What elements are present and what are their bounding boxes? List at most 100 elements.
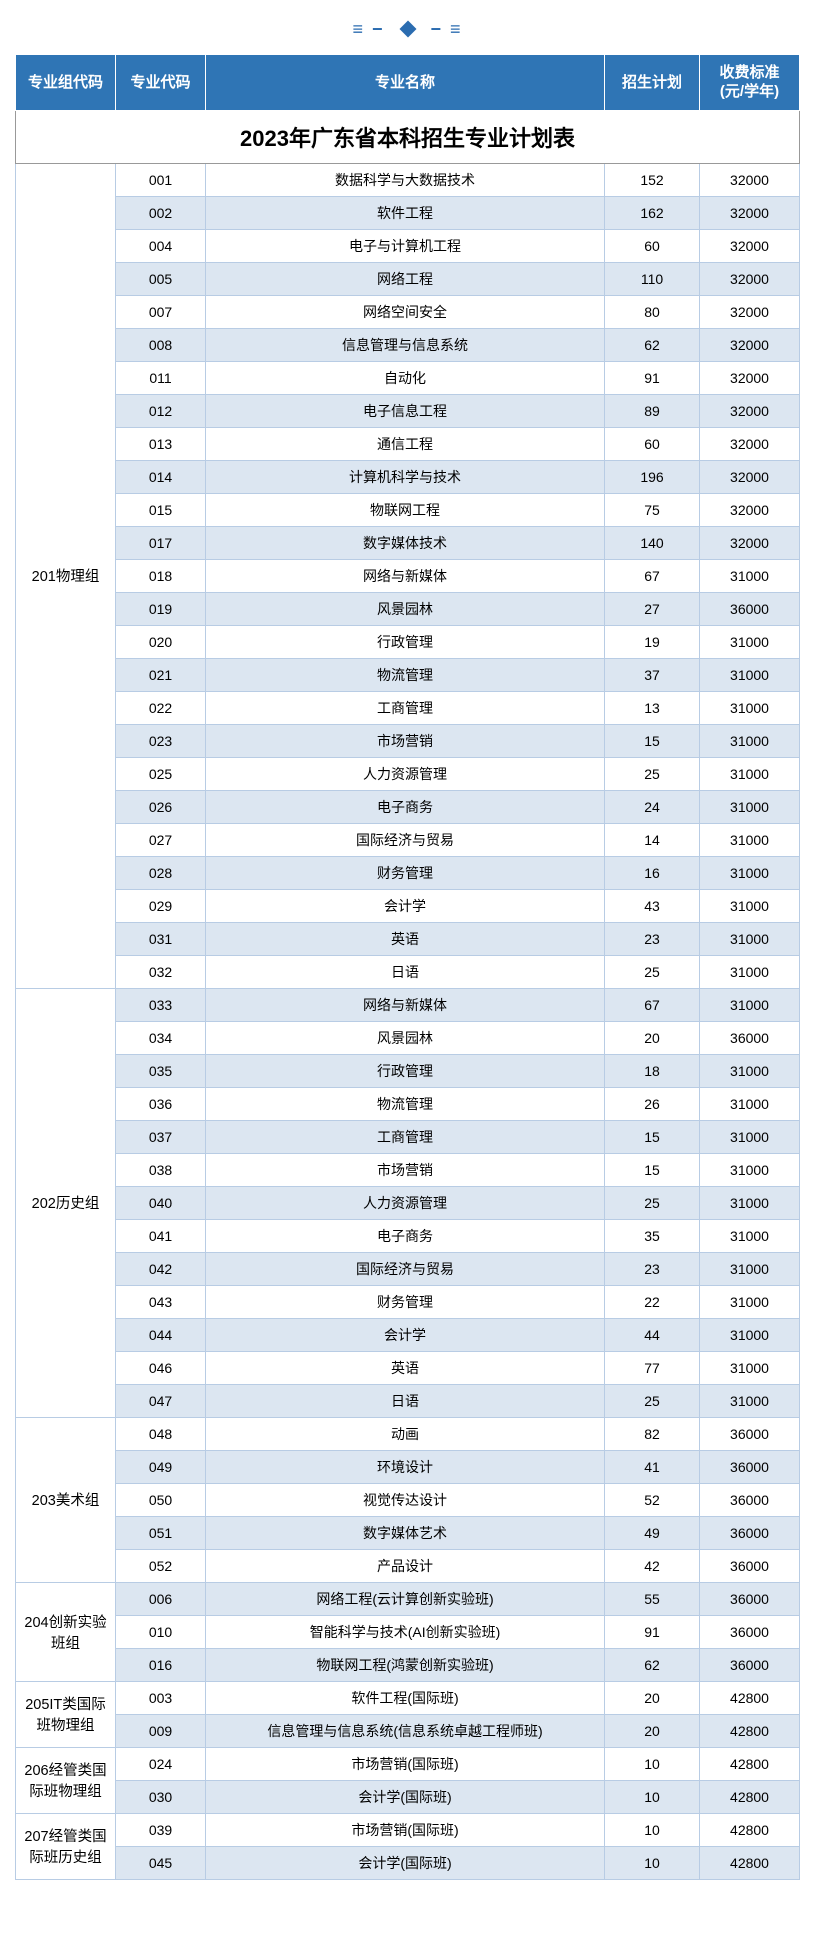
table-title-row: 2023年广东省本科招生专业计划表 xyxy=(16,110,800,163)
major-name-cell: 产品设计 xyxy=(206,1549,605,1582)
major-name-cell: 物联网工程 xyxy=(206,493,605,526)
table-row: 034风景园林2036000 xyxy=(16,1021,800,1054)
plan-cell: 77 xyxy=(605,1351,700,1384)
plan-cell: 91 xyxy=(605,1615,700,1648)
major-name-cell: 物联网工程(鸿蒙创新实验班) xyxy=(206,1648,605,1681)
table-row: 019风景园林2736000 xyxy=(16,592,800,625)
plan-cell: 82 xyxy=(605,1417,700,1450)
table-row: 005网络工程11032000 xyxy=(16,262,800,295)
group-code-cell: 206经管类国际班物理组 xyxy=(16,1747,116,1813)
table-row: 026电子商务2431000 xyxy=(16,790,800,823)
major-code-cell: 051 xyxy=(116,1516,206,1549)
plan-cell: 52 xyxy=(605,1483,700,1516)
plan-cell: 16 xyxy=(605,856,700,889)
table-row: 043财务管理2231000 xyxy=(16,1285,800,1318)
major-name-cell: 自动化 xyxy=(206,361,605,394)
major-name-cell: 软件工程 xyxy=(206,196,605,229)
major-name-cell: 智能科学与技术(AI创新实验班) xyxy=(206,1615,605,1648)
plan-cell: 60 xyxy=(605,427,700,460)
major-name-cell: 市场营销 xyxy=(206,724,605,757)
col-fee: 收费标准 (元/学年) xyxy=(700,54,800,110)
fee-cell: 31000 xyxy=(700,625,800,658)
major-name-cell: 会计学 xyxy=(206,889,605,922)
table-row: 038市场营销1531000 xyxy=(16,1153,800,1186)
fee-cell: 31000 xyxy=(700,724,800,757)
fee-cell: 31000 xyxy=(700,955,800,988)
table-row: 036物流管理2631000 xyxy=(16,1087,800,1120)
plan-cell: 60 xyxy=(605,229,700,262)
col-plan: 招生计划 xyxy=(605,54,700,110)
table-row: 040人力资源管理2531000 xyxy=(16,1186,800,1219)
major-name-cell: 会计学(国际班) xyxy=(206,1780,605,1813)
plan-cell: 49 xyxy=(605,1516,700,1549)
table-row: 013通信工程6032000 xyxy=(16,427,800,460)
plan-cell: 20 xyxy=(605,1021,700,1054)
major-name-cell: 英语 xyxy=(206,1351,605,1384)
group-code-cell: 203美术组 xyxy=(16,1417,116,1582)
major-code-cell: 045 xyxy=(116,1846,206,1879)
major-code-cell: 023 xyxy=(116,724,206,757)
major-code-cell: 032 xyxy=(116,955,206,988)
table-row: 037工商管理1531000 xyxy=(16,1120,800,1153)
table-row: 052产品设计4236000 xyxy=(16,1549,800,1582)
major-name-cell: 市场营销(国际班) xyxy=(206,1813,605,1846)
plan-cell: 196 xyxy=(605,460,700,493)
plan-cell: 10 xyxy=(605,1780,700,1813)
major-name-cell: 行政管理 xyxy=(206,625,605,658)
major-name-cell: 日语 xyxy=(206,955,605,988)
plan-cell: 10 xyxy=(605,1813,700,1846)
major-code-cell: 031 xyxy=(116,922,206,955)
fee-cell: 31000 xyxy=(700,1120,800,1153)
major-name-cell: 行政管理 xyxy=(206,1054,605,1087)
major-name-cell: 网络与新媒体 xyxy=(206,988,605,1021)
plan-cell: 80 xyxy=(605,295,700,328)
table-row: 022工商管理1331000 xyxy=(16,691,800,724)
fee-cell: 42800 xyxy=(700,1747,800,1780)
major-code-cell: 018 xyxy=(116,559,206,592)
fee-cell: 36000 xyxy=(700,592,800,625)
fee-cell: 42800 xyxy=(700,1714,800,1747)
fee-cell: 32000 xyxy=(700,196,800,229)
plan-cell: 43 xyxy=(605,889,700,922)
table-row: 030会计学(国际班)1042800 xyxy=(16,1780,800,1813)
major-code-cell: 015 xyxy=(116,493,206,526)
major-code-cell: 017 xyxy=(116,526,206,559)
major-name-cell: 物流管理 xyxy=(206,658,605,691)
plan-cell: 67 xyxy=(605,559,700,592)
major-code-cell: 034 xyxy=(116,1021,206,1054)
table-row: 032日语2531000 xyxy=(16,955,800,988)
fee-cell: 36000 xyxy=(700,1648,800,1681)
fee-cell: 32000 xyxy=(700,460,800,493)
fee-cell: 36000 xyxy=(700,1021,800,1054)
major-code-cell: 004 xyxy=(116,229,206,262)
fee-cell: 31000 xyxy=(700,559,800,592)
plan-cell: 44 xyxy=(605,1318,700,1351)
table-row: 207经管类国际班历史组039市场营销(国际班)1042800 xyxy=(16,1813,800,1846)
major-code-cell: 050 xyxy=(116,1483,206,1516)
major-name-cell: 网络与新媒体 xyxy=(206,559,605,592)
major-code-cell: 026 xyxy=(116,790,206,823)
fee-cell: 31000 xyxy=(700,823,800,856)
major-name-cell: 会计学(国际班) xyxy=(206,1846,605,1879)
col-major-name: 专业名称 xyxy=(206,54,605,110)
fee-cell: 42800 xyxy=(700,1780,800,1813)
plan-cell: 10 xyxy=(605,1846,700,1879)
major-name-cell: 工商管理 xyxy=(206,691,605,724)
plan-cell: 23 xyxy=(605,1252,700,1285)
major-name-cell: 电子商务 xyxy=(206,1219,605,1252)
table-row: 021物流管理3731000 xyxy=(16,658,800,691)
plan-cell: 18 xyxy=(605,1054,700,1087)
fee-cell: 31000 xyxy=(700,1186,800,1219)
fee-cell: 32000 xyxy=(700,526,800,559)
major-name-cell: 风景园林 xyxy=(206,1021,605,1054)
major-name-cell: 电子与计算机工程 xyxy=(206,229,605,262)
table-body: 201物理组001数据科学与大数据技术15232000002软件工程162320… xyxy=(16,163,800,1879)
table-row: 044会计学4431000 xyxy=(16,1318,800,1351)
major-name-cell: 视觉传达设计 xyxy=(206,1483,605,1516)
major-name-cell: 数字媒体艺术 xyxy=(206,1516,605,1549)
plan-cell: 162 xyxy=(605,196,700,229)
table-row: 042国际经济与贸易2331000 xyxy=(16,1252,800,1285)
major-code-cell: 033 xyxy=(116,988,206,1021)
major-name-cell: 财务管理 xyxy=(206,856,605,889)
plan-cell: 23 xyxy=(605,922,700,955)
